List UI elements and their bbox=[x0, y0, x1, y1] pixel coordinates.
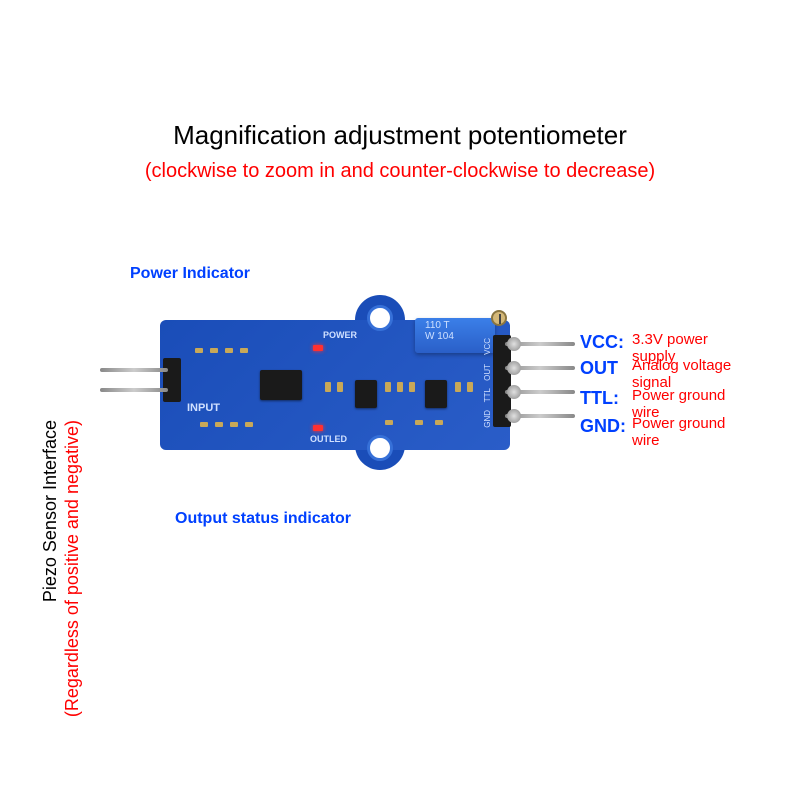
pin-desc-gnd: Power groundwire bbox=[632, 416, 725, 449]
callout-output-indicator: Output status indicator bbox=[175, 510, 351, 528]
mounting-hole-top bbox=[367, 305, 393, 331]
smd-comp bbox=[195, 348, 203, 353]
pin-label-vcc: VCC: bbox=[580, 332, 624, 353]
smd-comp bbox=[245, 422, 253, 427]
smd-comp bbox=[225, 348, 233, 353]
smd-comp bbox=[385, 420, 393, 425]
smd-comp bbox=[415, 420, 423, 425]
silk-ttl: TTL bbox=[483, 388, 492, 402]
smd-comp bbox=[325, 382, 331, 392]
smd-comp bbox=[435, 420, 443, 425]
silk-vcc: VCC bbox=[483, 338, 492, 355]
pcb-module: 110 T W 104 POWER INPUT OUTLED GND TTL O… bbox=[115, 290, 555, 470]
smd-comp bbox=[230, 422, 238, 427]
smd-comp bbox=[337, 382, 343, 392]
silk-outled: OUTLED bbox=[310, 434, 347, 444]
ic-chip-1 bbox=[260, 370, 302, 400]
left-label-main: Piezo Sensor Interface bbox=[40, 420, 61, 602]
title-main: Magnification adjustment potentiometer bbox=[173, 120, 627, 151]
output-led bbox=[313, 425, 323, 431]
smd-comp bbox=[409, 382, 415, 392]
input-pin-2 bbox=[100, 388, 168, 392]
callout-power-indicator: Power Indicator bbox=[130, 265, 250, 283]
potentiometer-screw bbox=[491, 310, 507, 326]
pin-header-left bbox=[163, 358, 181, 402]
mounting-hole-bottom bbox=[367, 435, 393, 461]
ic-chip-2 bbox=[355, 380, 377, 408]
potentiometer-marking: 110 T W 104 bbox=[425, 320, 454, 342]
silk-out: OUT bbox=[483, 364, 492, 381]
power-led bbox=[313, 345, 323, 351]
silk-input: INPUT bbox=[187, 402, 220, 414]
smd-comp bbox=[210, 348, 218, 353]
ic-chip-3 bbox=[425, 380, 447, 408]
smd-comp bbox=[215, 422, 223, 427]
pin-label-gnd: GND: bbox=[580, 416, 626, 437]
input-pin-1 bbox=[100, 368, 168, 372]
pin-label-ttl: TTL: bbox=[580, 388, 619, 409]
pin-label-out: OUT bbox=[580, 358, 618, 379]
silk-power: POWER bbox=[323, 330, 357, 340]
smd-comp bbox=[240, 348, 248, 353]
solder-joint bbox=[507, 385, 521, 399]
solder-joint bbox=[507, 337, 521, 351]
title-subtitle: (clockwise to zoom in and counter-clockw… bbox=[145, 160, 655, 183]
silk-gnd: GND bbox=[483, 410, 492, 428]
smd-comp bbox=[467, 382, 473, 392]
smd-comp bbox=[397, 382, 403, 392]
left-label-note: (Regardless of positive and negative) bbox=[62, 420, 83, 717]
solder-joint bbox=[507, 409, 521, 423]
smd-comp bbox=[385, 382, 391, 392]
smd-comp bbox=[455, 382, 461, 392]
solder-joint bbox=[507, 361, 521, 375]
smd-comp bbox=[200, 422, 208, 427]
